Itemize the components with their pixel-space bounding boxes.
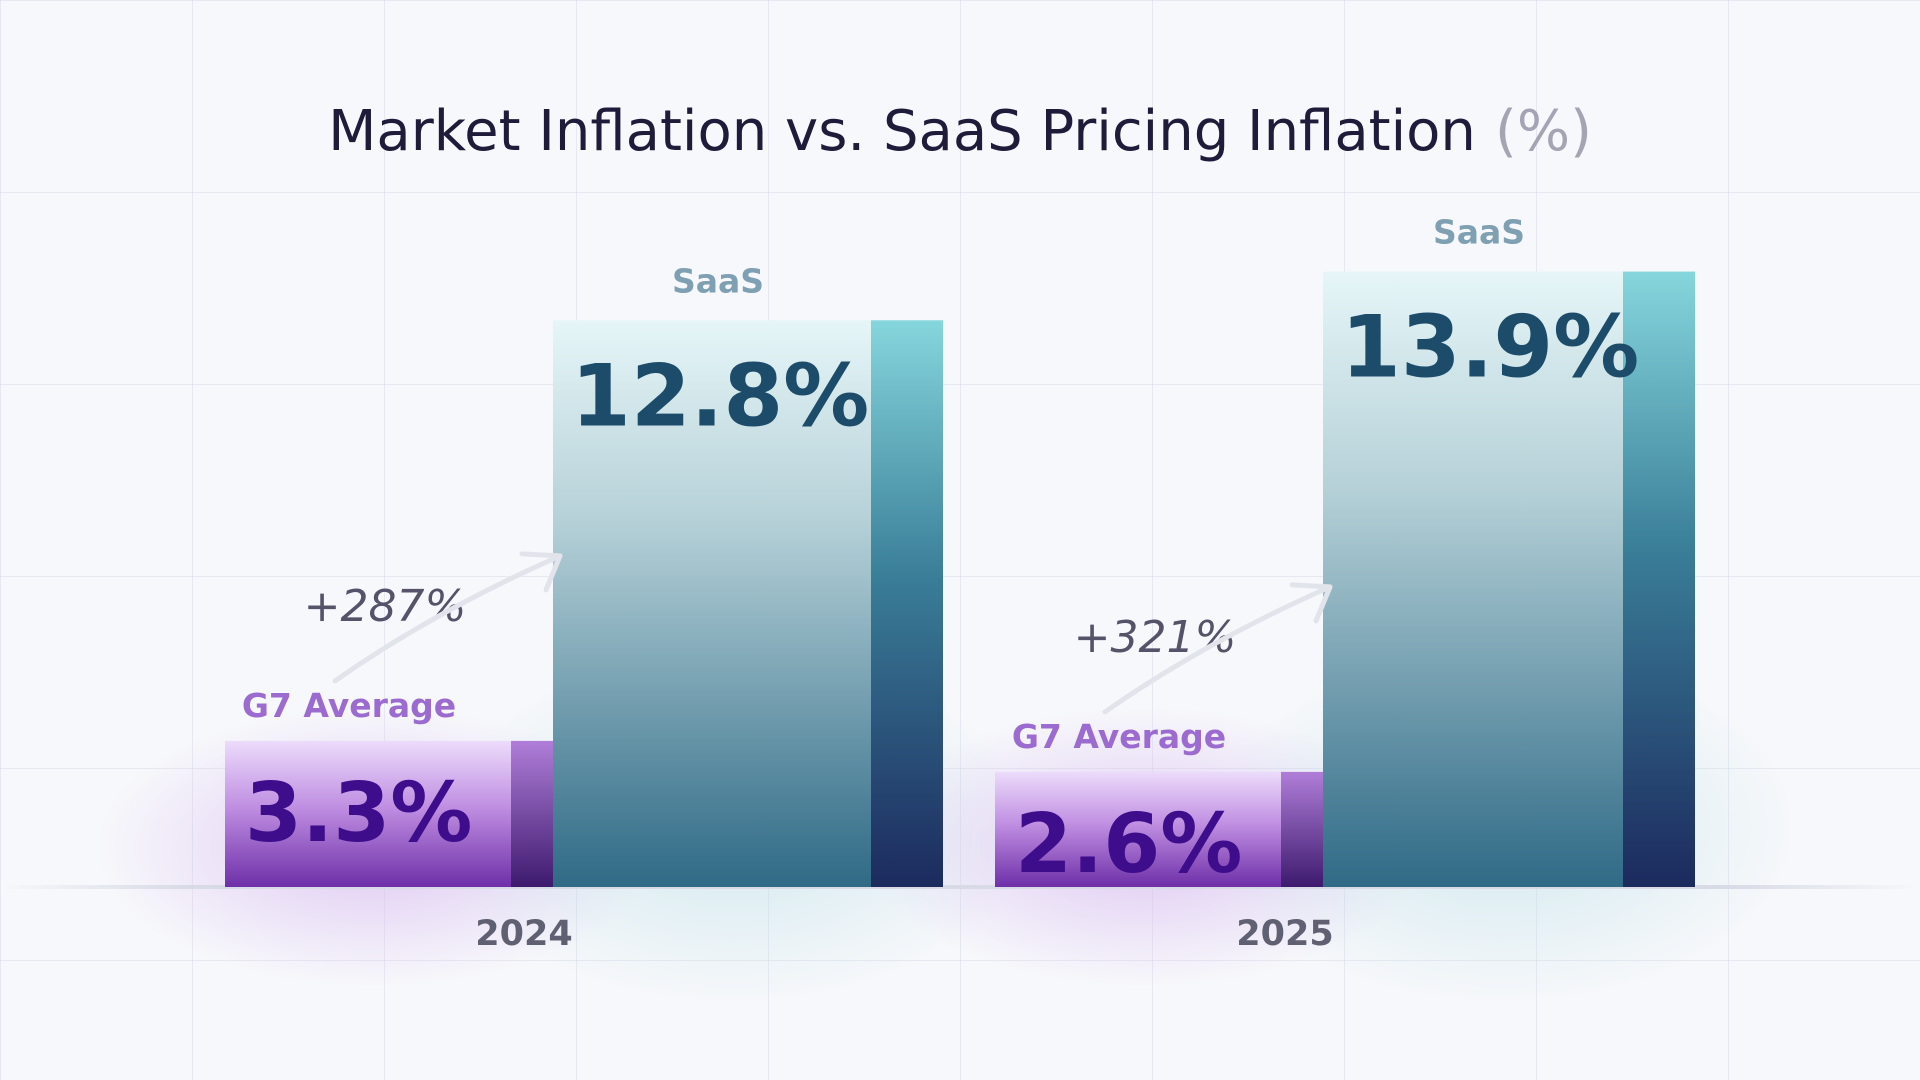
- chart-title-unit: (%): [1495, 99, 1592, 164]
- chart-title-text: Market Inflation vs. SaaS Pricing Inflat…: [328, 99, 1476, 164]
- category-label-2025: 2025: [1236, 914, 1333, 954]
- value-label-g7-2024: 3.3%: [245, 766, 472, 861]
- bar-saas-side-2025: [1623, 271, 1695, 887]
- value-label-saas-2024: 12.8%: [571, 346, 869, 446]
- value-label-saas-2025: 13.9%: [1341, 298, 1639, 398]
- bar-saas-2025: [1323, 271, 1623, 887]
- bar-g7-average-side-2025: [1281, 771, 1323, 887]
- bar-saas-side-2024: [871, 320, 943, 888]
- arrow-head-icon-2024: [519, 551, 563, 593]
- bar-saas-2024: [553, 320, 871, 888]
- series-label-g7-2024: G7 Average: [242, 686, 456, 725]
- increase-annotation-2024: +287%: [304, 581, 467, 632]
- chart-title: Market Inflation vs. SaaS Pricing Inflat…: [328, 99, 1592, 164]
- series-label-saas-2024: SaaS: [672, 261, 764, 300]
- category-label-2024: 2024: [475, 914, 572, 954]
- arrow-icon-2025: [1102, 584, 1333, 715]
- bar-g7-average-2025: [995, 771, 1281, 887]
- bar-g7-average-side-2024: [511, 740, 553, 887]
- arrow-icon-2024: [332, 553, 563, 684]
- increase-annotation-2025: +321%: [1074, 612, 1237, 663]
- series-label-g7-2025: G7 Average: [1012, 717, 1226, 756]
- baseline: [0, 885, 1920, 889]
- value-label-g7-2025: 2.6%: [1015, 797, 1242, 892]
- arrow-head-icon-2025: [1289, 582, 1333, 624]
- bar-g7-average-2024: [225, 740, 511, 887]
- series-label-saas-2025: SaaS: [1433, 213, 1525, 252]
